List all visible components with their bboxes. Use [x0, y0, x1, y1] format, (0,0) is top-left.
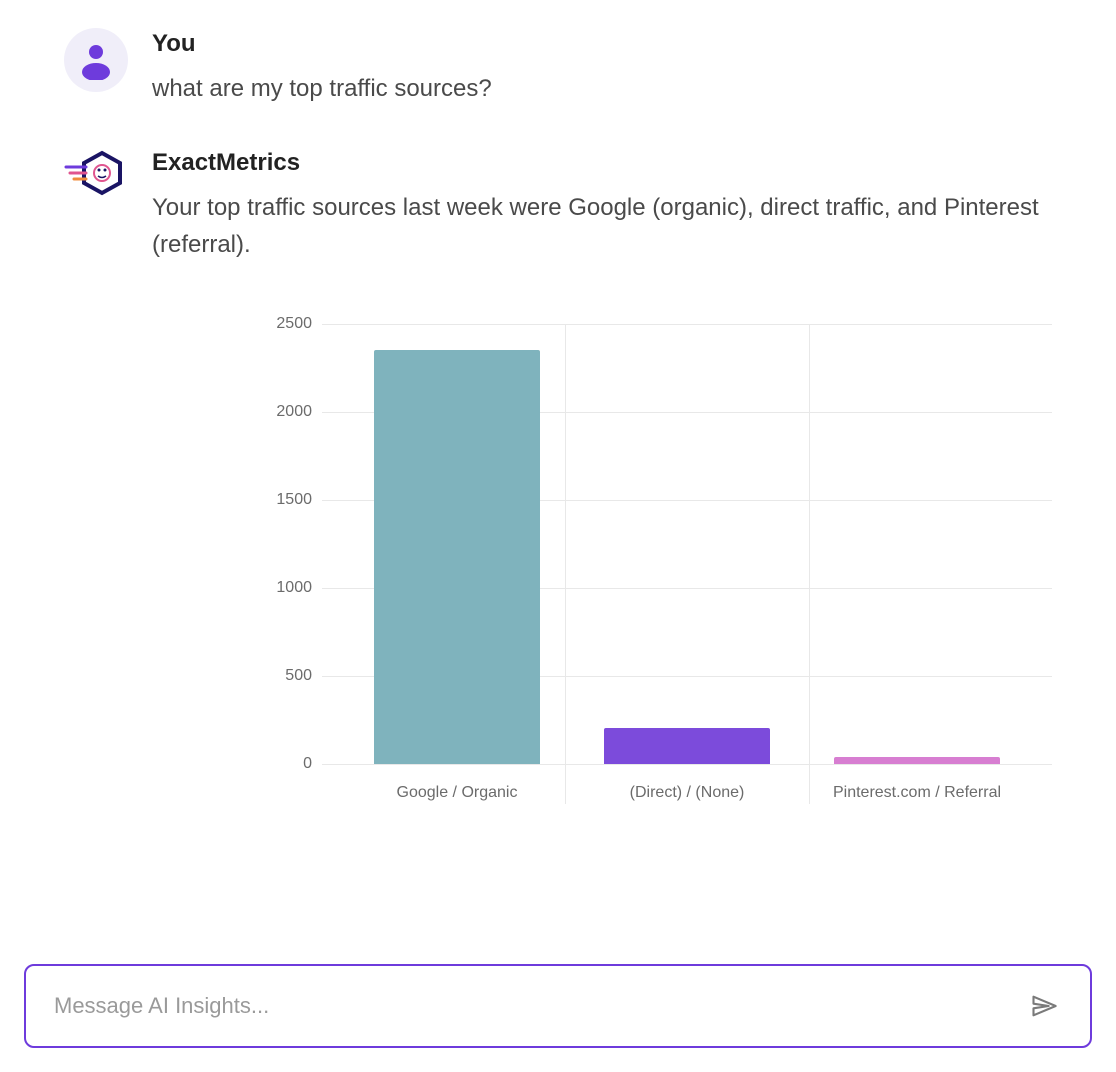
- bot-avatar: [64, 147, 128, 211]
- person-icon: [76, 40, 116, 80]
- chart-x-label: Pinterest.com / Referral: [802, 784, 1032, 802]
- user-message-text: what are my top traffic sources?: [152, 70, 1092, 107]
- user-avatar: [64, 28, 128, 92]
- chart-bar: [834, 757, 1000, 764]
- send-button[interactable]: [1026, 988, 1062, 1024]
- user-message-content: You what are my top traffic sources?: [152, 28, 1092, 107]
- chart-gridline: [322, 764, 1052, 765]
- chart-x-axis-labels: Google / Organic(Direct) / (None)Pintere…: [322, 784, 1052, 802]
- chart-bars-container: [322, 324, 1052, 764]
- bot-message: ExactMetrics Your top traffic sources la…: [24, 147, 1092, 801]
- chart-x-label: (Direct) / (None): [572, 784, 802, 802]
- chart-bar: [604, 728, 770, 763]
- chart-y-tick: 1500: [262, 491, 312, 509]
- chart-bar: [374, 350, 540, 764]
- message-input[interactable]: [54, 993, 1026, 1019]
- user-message: You what are my top traffic sources?: [24, 28, 1092, 107]
- send-icon: [1030, 992, 1058, 1020]
- chart-y-tick: 1000: [262, 579, 312, 597]
- message-input-bar: [24, 964, 1092, 1048]
- chart-plot-area: 05001000150020002500: [322, 324, 1052, 764]
- chart-column-separator: [565, 324, 566, 804]
- chart-x-label: Google / Organic: [342, 784, 572, 802]
- user-name-label: You: [152, 30, 1092, 58]
- exactmetrics-logo-icon: [64, 149, 128, 197]
- chart-y-tick: 500: [262, 667, 312, 685]
- traffic-sources-chart: 05001000150020002500 Google / Organic(Di…: [322, 324, 1052, 802]
- chart-y-tick: 0: [262, 755, 312, 773]
- bot-message-content: ExactMetrics Your top traffic sources la…: [152, 147, 1092, 801]
- chart-bar-group: [572, 324, 802, 764]
- chart-y-axis: 05001000150020002500: [262, 324, 312, 764]
- chart-bar-group: [802, 324, 1032, 764]
- bot-name-label: ExactMetrics: [152, 149, 1092, 177]
- chart-y-tick: 2000: [262, 403, 312, 421]
- bot-message-text: Your top traffic sources last week were …: [152, 189, 1092, 263]
- chart-column-separator: [809, 324, 810, 804]
- chart-y-tick: 2500: [262, 315, 312, 333]
- chart-bar-group: [342, 324, 572, 764]
